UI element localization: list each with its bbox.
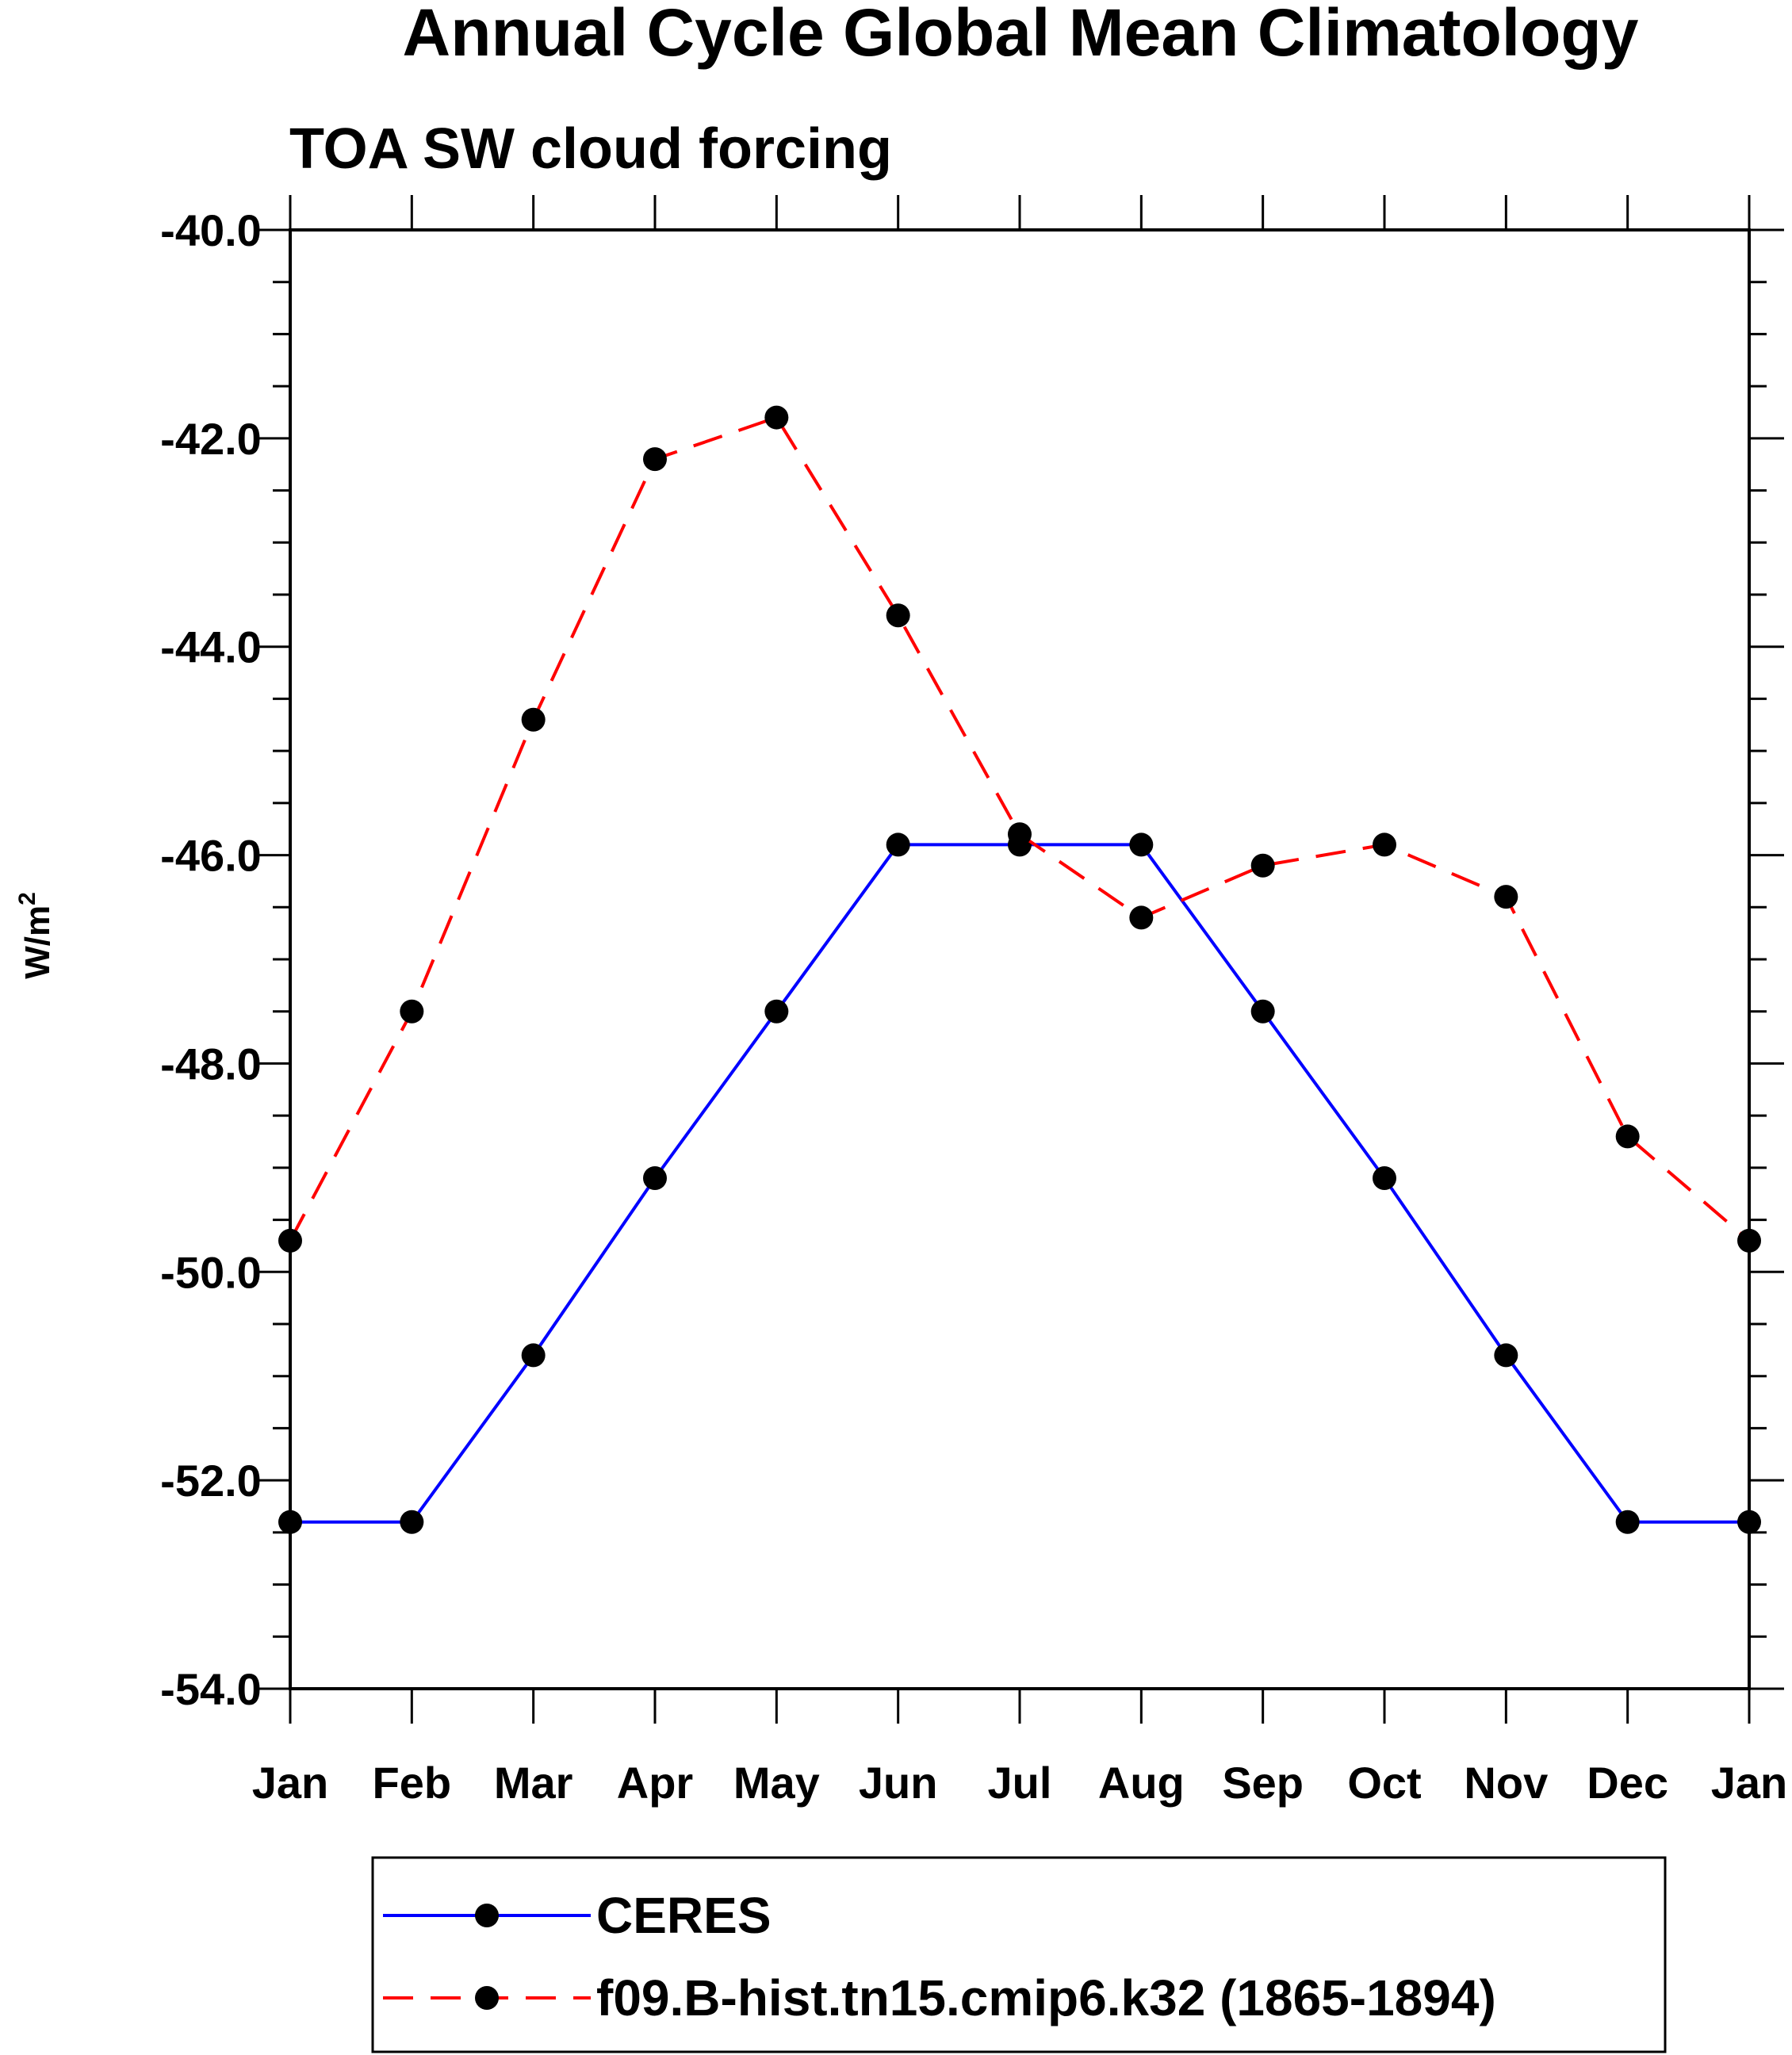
data-point-series-1 (764, 999, 789, 1024)
data-point-series-2 (764, 405, 789, 430)
data-point-series-2 (1250, 853, 1275, 878)
data-point-series-1 (278, 1510, 302, 1534)
x-tick-label-aug: Aug (1098, 1758, 1185, 1808)
legend-marker-1 (475, 1904, 499, 1927)
y-tick-label: -46.0 (160, 831, 262, 881)
plot-area: -40.0 -42.0 -44.0 -46.0 -48.0 -50.0 -52.0 -54.0… (160, 195, 1787, 1808)
data-point-series-2 (886, 603, 910, 628)
legend-label-2: f09.B-hist.tn15.cmip6.k32 (1865-1894) (596, 1969, 1496, 2026)
y-tick-label: -52.0 (160, 1456, 262, 1506)
y-axis-label-superscript: 2 (14, 892, 40, 905)
data-point-series-1 (1129, 832, 1154, 857)
data-point-series-1 (1615, 1510, 1640, 1534)
data-point-series-1 (643, 1166, 667, 1190)
y-tick-label: -48.0 (160, 1039, 262, 1089)
y-axis-label: W/m2 (14, 892, 57, 979)
x-tick-label-apr: Apr (617, 1758, 693, 1808)
x-tick-label-dec: Dec (1587, 1758, 1668, 1808)
data-point-series-1 (886, 832, 910, 857)
x-tick-label-jul: Jul (988, 1758, 1052, 1808)
data-point-series-1 (521, 1343, 546, 1368)
y-tick-label: -42.0 (160, 414, 262, 464)
y-tick-label: -44.0 (160, 622, 262, 672)
data-point-series-2 (1494, 885, 1518, 909)
y-tick-label: -54.0 (160, 1664, 262, 1714)
x-tick-label-may: May (733, 1758, 820, 1808)
x-tick-label-jun: Jun (859, 1758, 938, 1808)
svg-text:W/m2: W/m2 (14, 892, 57, 979)
data-point-series-1 (1250, 999, 1275, 1024)
data-point-series-2 (521, 707, 546, 732)
legend-marker-2 (475, 1986, 499, 2010)
x-tick-label-mar: Mar (494, 1758, 573, 1808)
x-tick-label-feb: Feb (373, 1758, 452, 1808)
legend-label-1: CERES (596, 1887, 772, 1944)
legend-box (371, 1856, 1667, 2053)
data-point-series-2 (1008, 822, 1032, 847)
x-tick-label-sep: Sep (1222, 1758, 1304, 1808)
y-axis-label-text: W/m (18, 905, 57, 979)
x-tick-label-nov: Nov (1464, 1758, 1548, 1808)
data-point-series-2 (278, 1228, 302, 1253)
chart-title: Annual Cycle Global Mean Climatology (403, 0, 1639, 70)
data-point-series-1 (1737, 1510, 1761, 1534)
data-point-series-1 (1494, 1343, 1518, 1368)
y-tick-label: -40.0 (160, 205, 262, 255)
data-point-series-2 (643, 447, 667, 472)
y-tick-label: -50.0 (160, 1247, 262, 1297)
data-point-series-1 (400, 1510, 424, 1534)
x-tick-label-jan: Jan (252, 1758, 329, 1808)
data-point-series-2 (400, 999, 424, 1024)
legend: CERES f09.B-hist.tn15.cmip6.k32 (1865-189… (371, 1856, 1667, 2053)
data-point-series-2 (1129, 905, 1154, 930)
data-point-series-1 (1373, 1166, 1396, 1190)
data-point-series-2 (1373, 832, 1396, 857)
data-point-series-2 (1615, 1124, 1640, 1149)
x-tick-label-oct: Oct (1347, 1758, 1421, 1808)
plot-frame (289, 228, 1751, 1690)
chart-subtitle: TOA SW cloud forcing (289, 117, 892, 181)
data-point-series-2 (1737, 1228, 1761, 1253)
x-tick-label-jan: Jan (1711, 1758, 1788, 1808)
